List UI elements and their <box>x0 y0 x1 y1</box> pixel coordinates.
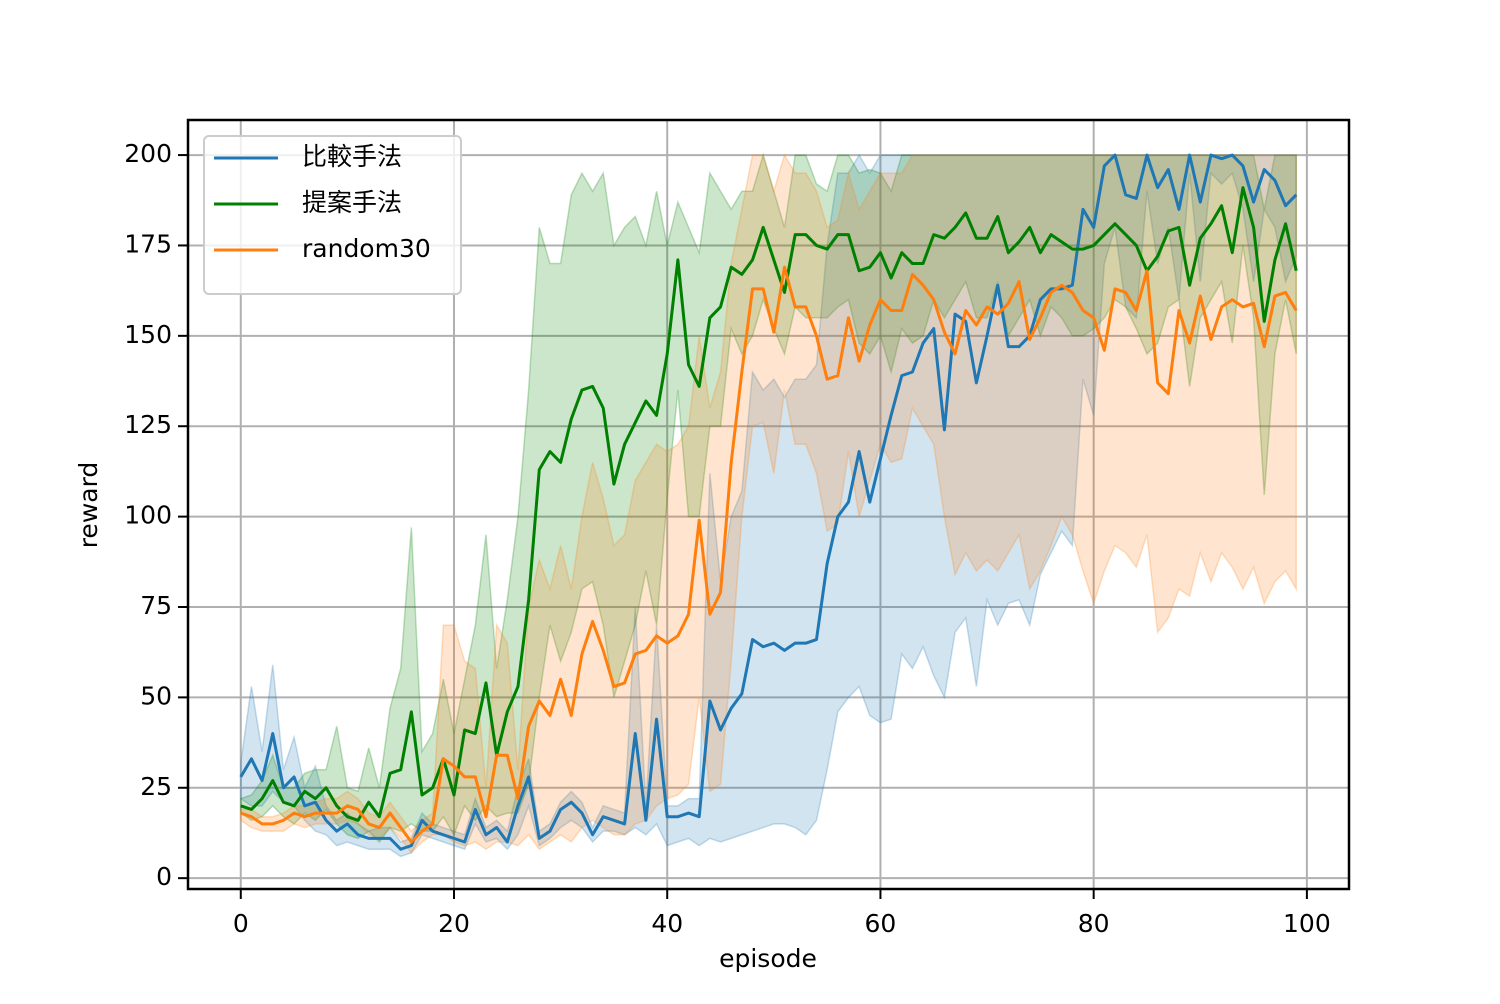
y-tick-label: 100 <box>124 501 172 530</box>
y-tick-label: 0 <box>156 862 172 891</box>
x-tick-label: 40 <box>651 909 683 938</box>
y-tick-label: 25 <box>140 772 172 801</box>
series-line <box>239 153 1298 851</box>
legend-label: 比較手法 <box>302 142 402 171</box>
legend-box <box>203 135 462 295</box>
y-axis-label: reward <box>74 462 103 549</box>
lines <box>239 153 1298 851</box>
y-tick-label: 175 <box>124 229 172 258</box>
x-axis-label: episode <box>719 944 817 973</box>
series-line <box>240 265 1298 844</box>
x-tick-label: 20 <box>438 909 470 938</box>
y-tick-label: 150 <box>124 320 172 349</box>
x-tick-label: 100 <box>1283 909 1331 938</box>
series-line <box>240 186 1298 822</box>
y-tick-label: 75 <box>140 591 172 620</box>
x-tick-label: 80 <box>1078 909 1110 938</box>
plot-frame <box>186 118 1351 891</box>
confidence-band <box>240 152 1297 844</box>
legend-label: random30 <box>302 234 431 263</box>
y-tick-label: 125 <box>124 410 172 439</box>
legend-label: 提案手法 <box>302 188 402 217</box>
axes: 0 20 40 60 80 100 0 25 50 75 100 125 150 175 200 <box>124 139 1330 938</box>
y-tick-label: 200 <box>124 139 172 168</box>
x-tick-label: 60 <box>865 909 897 938</box>
x-tick-label: 0 <box>233 909 249 938</box>
y-tick-label: 50 <box>140 681 172 710</box>
